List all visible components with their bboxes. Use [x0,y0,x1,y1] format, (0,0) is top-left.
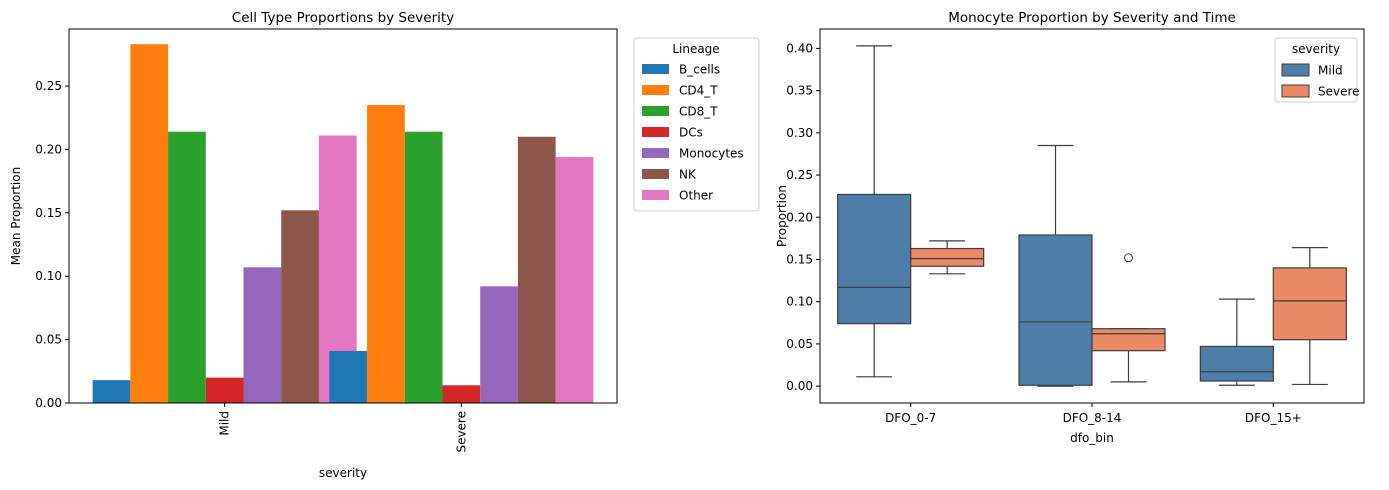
box-severe-dfo-8-14 [1091,328,1166,352]
bar-chart-x-axis-label: severity [319,466,367,480]
bar-chart-bars [92,44,594,404]
bar-dcs-severe [442,385,481,403]
bar-cd8-t-mild [168,131,206,403]
box-plot-y-axis-label: Proportion [775,185,789,247]
box-plot-y-ticks: 0.00 0.05 0.10 0.15 0.20 0.25 0.30 0.35 0.40 [786,41,820,393]
legend-swatch-dcs [642,127,669,137]
bar-b-cells-mild [92,380,131,403]
y-tick-label: 0.10 [35,269,62,283]
legend-label: Severe [1318,85,1360,99]
box-plot-boxes [837,45,1347,387]
bar-nk-mild [281,210,319,403]
legend-label: Monocytes [679,147,744,161]
y-tick-label: 0.20 [35,142,62,156]
y-tick-label: 0.40 [786,41,813,55]
box-plot-legend: severity Mild Severe [1274,37,1360,103]
bar-chart-plot-frame [68,28,618,404]
legend-label: B_cells [679,63,720,77]
box-plot-legend-title: severity [1292,42,1340,56]
x-tick-label-mild: Mild [218,411,232,436]
legend-swatch-b-cells [642,64,669,74]
bar-cd4-t-severe [367,105,405,403]
legend-swatch-other [642,190,669,200]
bar-monocytes-mild [243,267,282,403]
bar-cd8-t-severe [404,131,443,403]
legend-label: Mild [1318,64,1343,78]
y-tick-label: 0.05 [786,337,813,351]
y-tick-label: 0.05 [35,333,62,347]
box-plot-x-ticks: DFO_0-7 DFO_8-14 DFO_15+ [885,403,1302,425]
legend-swatch-nk [642,169,669,179]
box-mild-dfo-0-7 [837,193,912,325]
y-tick-label: 0.30 [786,126,813,140]
legend-swatch-monocytes [642,148,669,158]
box-plot-title: Monocyte Proportion by Severity and Time [948,10,1236,26]
legend-swatch-mild [1281,63,1310,77]
bar-chart-x-ticks: Mild Severe [218,403,468,453]
box-plot-plot-frame [819,28,1365,404]
bar-b-cells-severe [329,351,368,403]
legend-label: Other [679,189,713,203]
bar-dcs-mild [205,377,244,403]
box-severe-dfo-0-7 [910,247,985,267]
x-tick-label-dfo-0-7: DFO_0-7 [885,411,936,425]
y-tick-label: 0.25 [35,79,62,93]
box-plot: Monocyte Proportion by Severity and Time… [775,10,1365,445]
bar-chart-y-axis-label: Mean Proportion [9,167,23,265]
y-tick-label: 0.15 [35,206,62,220]
x-tick-label-dfo-15-: DFO_15+ [1245,411,1302,425]
legend-swatch-severe [1281,84,1310,98]
y-tick-label: 0.20 [786,210,813,224]
y-tick-label: 0.25 [786,168,813,182]
bar-cd4-t-mild [130,44,169,403]
legend-label: CD4_T [679,84,718,98]
box-mild-dfo-8-14 [1018,234,1093,386]
y-tick-label: 0.00 [35,396,62,410]
bar-other-severe [555,157,594,403]
y-tick-label: 0.10 [786,295,813,309]
legend-swatch-cd4-t [642,85,669,95]
bar-chart: Cell Type Proportions by Severity 0.000.… [9,10,760,480]
box-plot-x-axis-label: dfo_bin [1070,431,1114,445]
legend-swatch-cd8-t [642,106,669,116]
legend-label: CD8_T [679,105,718,119]
outlier-severe-dfo-8-14 [1124,253,1133,263]
x-tick-label-dfo-8-14: DFO_8-14 [1063,411,1122,425]
bar-nk-severe [517,136,556,404]
bar-chart-title: Cell Type Proportions by Severity [232,10,454,26]
y-tick-label: 0.00 [786,379,813,393]
box-mild-dfo-15- [1199,345,1274,382]
bar-chart-legend-title: Lineage [672,42,719,56]
bar-chart-legend-frame [633,37,760,212]
y-tick-label: 0.15 [786,252,813,266]
box-severe-dfo-15- [1272,267,1347,341]
x-tick-label-severe: Severe [454,411,468,453]
bar-monocytes-severe [480,286,518,403]
bar-chart-legend-items: B_cells CD4_T CD8_T DCs Monocytes NK Other [642,63,744,203]
bar-chart-legend: Lineage B_cells CD4_T CD8_T DCs Monocytes NK O… [633,37,760,212]
box-plot-legend-items: Mild Severe [1281,63,1360,99]
y-tick-label: 0.35 [786,84,813,98]
bar-chart-y-ticks: 0.00 0.05 0.10 0.15 0.20 0.25 [35,79,69,410]
legend-label: NK [679,168,697,182]
legend-label: DCs [679,126,703,140]
